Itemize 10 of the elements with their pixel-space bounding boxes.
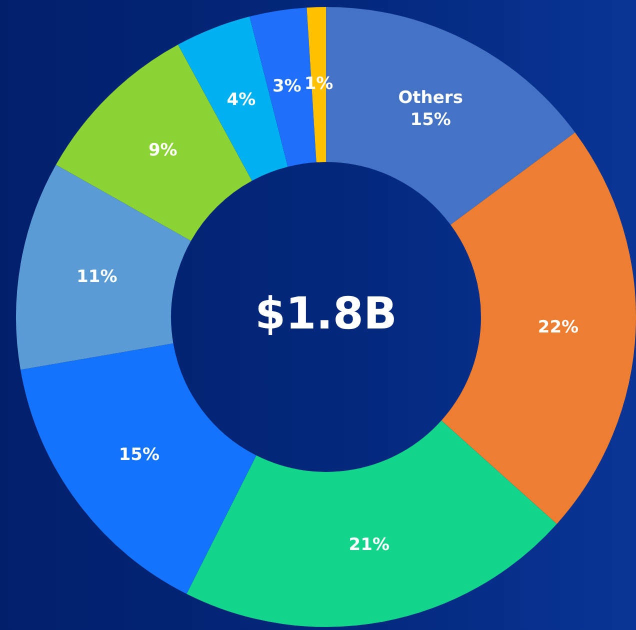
data-label: 11%: [76, 266, 118, 287]
data-label: 4%: [226, 90, 256, 110]
data-label: 15%: [410, 110, 451, 130]
slice-label: Others: [398, 88, 463, 108]
data-label: 22%: [538, 317, 579, 338]
text: $1.8B: [254, 288, 398, 340]
data-label: 15%: [118, 444, 160, 465]
data-label: 21%: [348, 534, 390, 555]
data-label: 9%: [148, 140, 178, 161]
data-label: 3%: [272, 76, 302, 97]
